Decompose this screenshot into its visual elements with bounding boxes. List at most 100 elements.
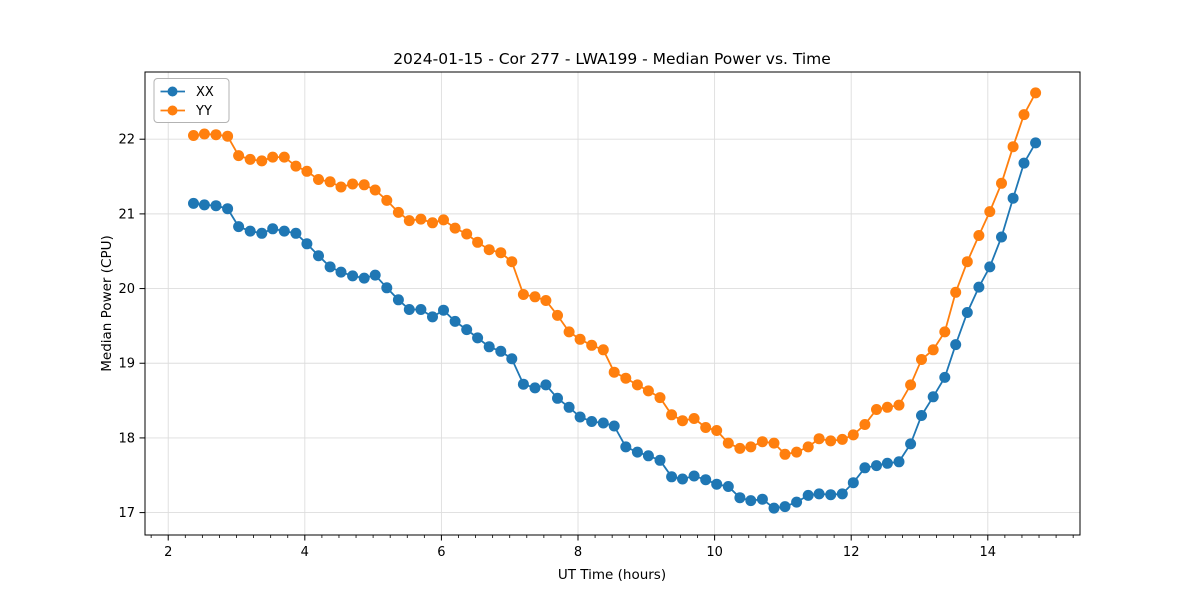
- data-point-yy: [734, 442, 746, 454]
- data-point-xx: [449, 315, 461, 327]
- data-point-yy: [1007, 141, 1019, 153]
- data-point-xx: [642, 450, 654, 462]
- data-point-xx: [893, 456, 905, 468]
- y-tick-label-19: 19: [118, 357, 135, 372]
- data-point-yy: [677, 415, 688, 427]
- x-tick-label-12: 12: [843, 545, 860, 560]
- data-point-yy: [324, 176, 336, 188]
- data-point-yy: [881, 401, 893, 413]
- data-point-yy: [597, 344, 609, 356]
- data-point-xx: [677, 473, 688, 485]
- data-point-xx: [666, 471, 678, 483]
- data-point-xx: [290, 227, 302, 239]
- data-point-yy: [905, 379, 917, 391]
- x-axis-label: UT Time (hours): [558, 567, 666, 583]
- data-point-yy: [495, 247, 507, 259]
- data-point-xx: [574, 411, 586, 423]
- data-point-xx: [711, 478, 723, 490]
- data-point-yy: [290, 160, 302, 172]
- data-point-xx: [427, 311, 438, 323]
- data-point-xx: [813, 488, 825, 500]
- data-point-yy: [313, 174, 324, 185]
- data-point-yy: [188, 130, 199, 141]
- data-point-xx: [188, 197, 199, 209]
- data-point-xx: [654, 454, 666, 466]
- data-point-yy: [688, 413, 700, 424]
- legend-entry-xx: XX: [160, 85, 214, 100]
- data-point-xx: [734, 492, 746, 504]
- data-point-yy: [222, 130, 234, 142]
- data-point-xx: [688, 470, 700, 482]
- data-point-xx: [836, 488, 848, 500]
- data-point-yy: [278, 151, 290, 163]
- data-point-yy: [768, 437, 780, 449]
- data-point-xx: [552, 392, 563, 404]
- data-point-xx: [198, 199, 210, 211]
- data-point-yy: [506, 256, 518, 268]
- data-point-xx: [540, 379, 552, 391]
- data-point-yy: [198, 128, 210, 140]
- data-point-yy: [654, 392, 666, 404]
- data-point-xx: [347, 270, 359, 282]
- data-point-yy: [256, 155, 268, 167]
- data-point-xx: [768, 502, 780, 514]
- data-point-xx: [324, 261, 336, 273]
- legend-label-yy: YY: [195, 104, 212, 119]
- data-point-xx: [301, 238, 313, 250]
- data-point-yy: [540, 295, 552, 306]
- series-line-yy: [193, 92, 1037, 456]
- axis-ticks: [139, 138, 1074, 541]
- data-point-yy: [756, 436, 768, 448]
- data-point-xx: [802, 489, 814, 501]
- legend-marker-yy: [167, 105, 178, 116]
- x-tick-label-2: 2: [164, 545, 172, 560]
- y-tick-label-22: 22: [118, 133, 135, 148]
- data-point-yy: [802, 441, 814, 453]
- data-point-yy: [563, 326, 575, 338]
- data-point-yy: [381, 194, 393, 206]
- data-point-yy: [836, 433, 848, 445]
- series-lines: [188, 87, 1042, 514]
- data-point-xx: [905, 438, 917, 450]
- data-point-yy: [961, 256, 973, 268]
- data-point-xx: [403, 304, 415, 315]
- data-point-yy: [472, 236, 484, 248]
- x-tick-label-10: 10: [706, 545, 723, 560]
- data-point-xx: [927, 391, 939, 403]
- data-point-yy: [642, 385, 654, 397]
- data-point-yy: [392, 206, 404, 218]
- data-point-yy: [267, 151, 279, 163]
- data-point-xx: [244, 225, 256, 237]
- y-tick-label-17: 17: [118, 506, 135, 521]
- data-point-xx: [415, 304, 427, 315]
- data-point-yy: [745, 441, 757, 453]
- data-point-xx: [1007, 192, 1019, 204]
- axis-tick-labels: 2 4 6 8 10 12 14 17 18 19 20 21 22: [118, 133, 996, 560]
- data-point-yy: [517, 289, 529, 300]
- data-point-xx: [791, 496, 803, 508]
- data-point-yy: [449, 222, 461, 234]
- data-point-yy: [847, 429, 859, 441]
- data-point-xx: [267, 223, 279, 235]
- data-point-yy: [210, 129, 222, 141]
- data-point-xx: [210, 200, 222, 212]
- data-point-yy: [791, 446, 803, 458]
- data-point-xx: [438, 304, 449, 316]
- y-tick-label-18: 18: [118, 431, 135, 446]
- data-point-xx: [700, 474, 712, 486]
- data-point-xx: [222, 203, 234, 215]
- data-point-yy: [825, 435, 837, 447]
- data-point-yy: [438, 214, 449, 226]
- legend-label-xx: XX: [196, 85, 214, 100]
- data-point-xx: [756, 493, 768, 505]
- data-point-xx: [871, 460, 882, 472]
- data-point-yy: [871, 404, 882, 415]
- data-point-yy: [244, 153, 256, 165]
- y-tick-label-20: 20: [118, 282, 135, 297]
- data-point-xx: [973, 281, 985, 293]
- data-point-yy: [666, 409, 678, 421]
- x-tick-label-6: 6: [437, 545, 445, 560]
- data-point-xx: [608, 420, 620, 432]
- data-point-xx: [483, 341, 495, 353]
